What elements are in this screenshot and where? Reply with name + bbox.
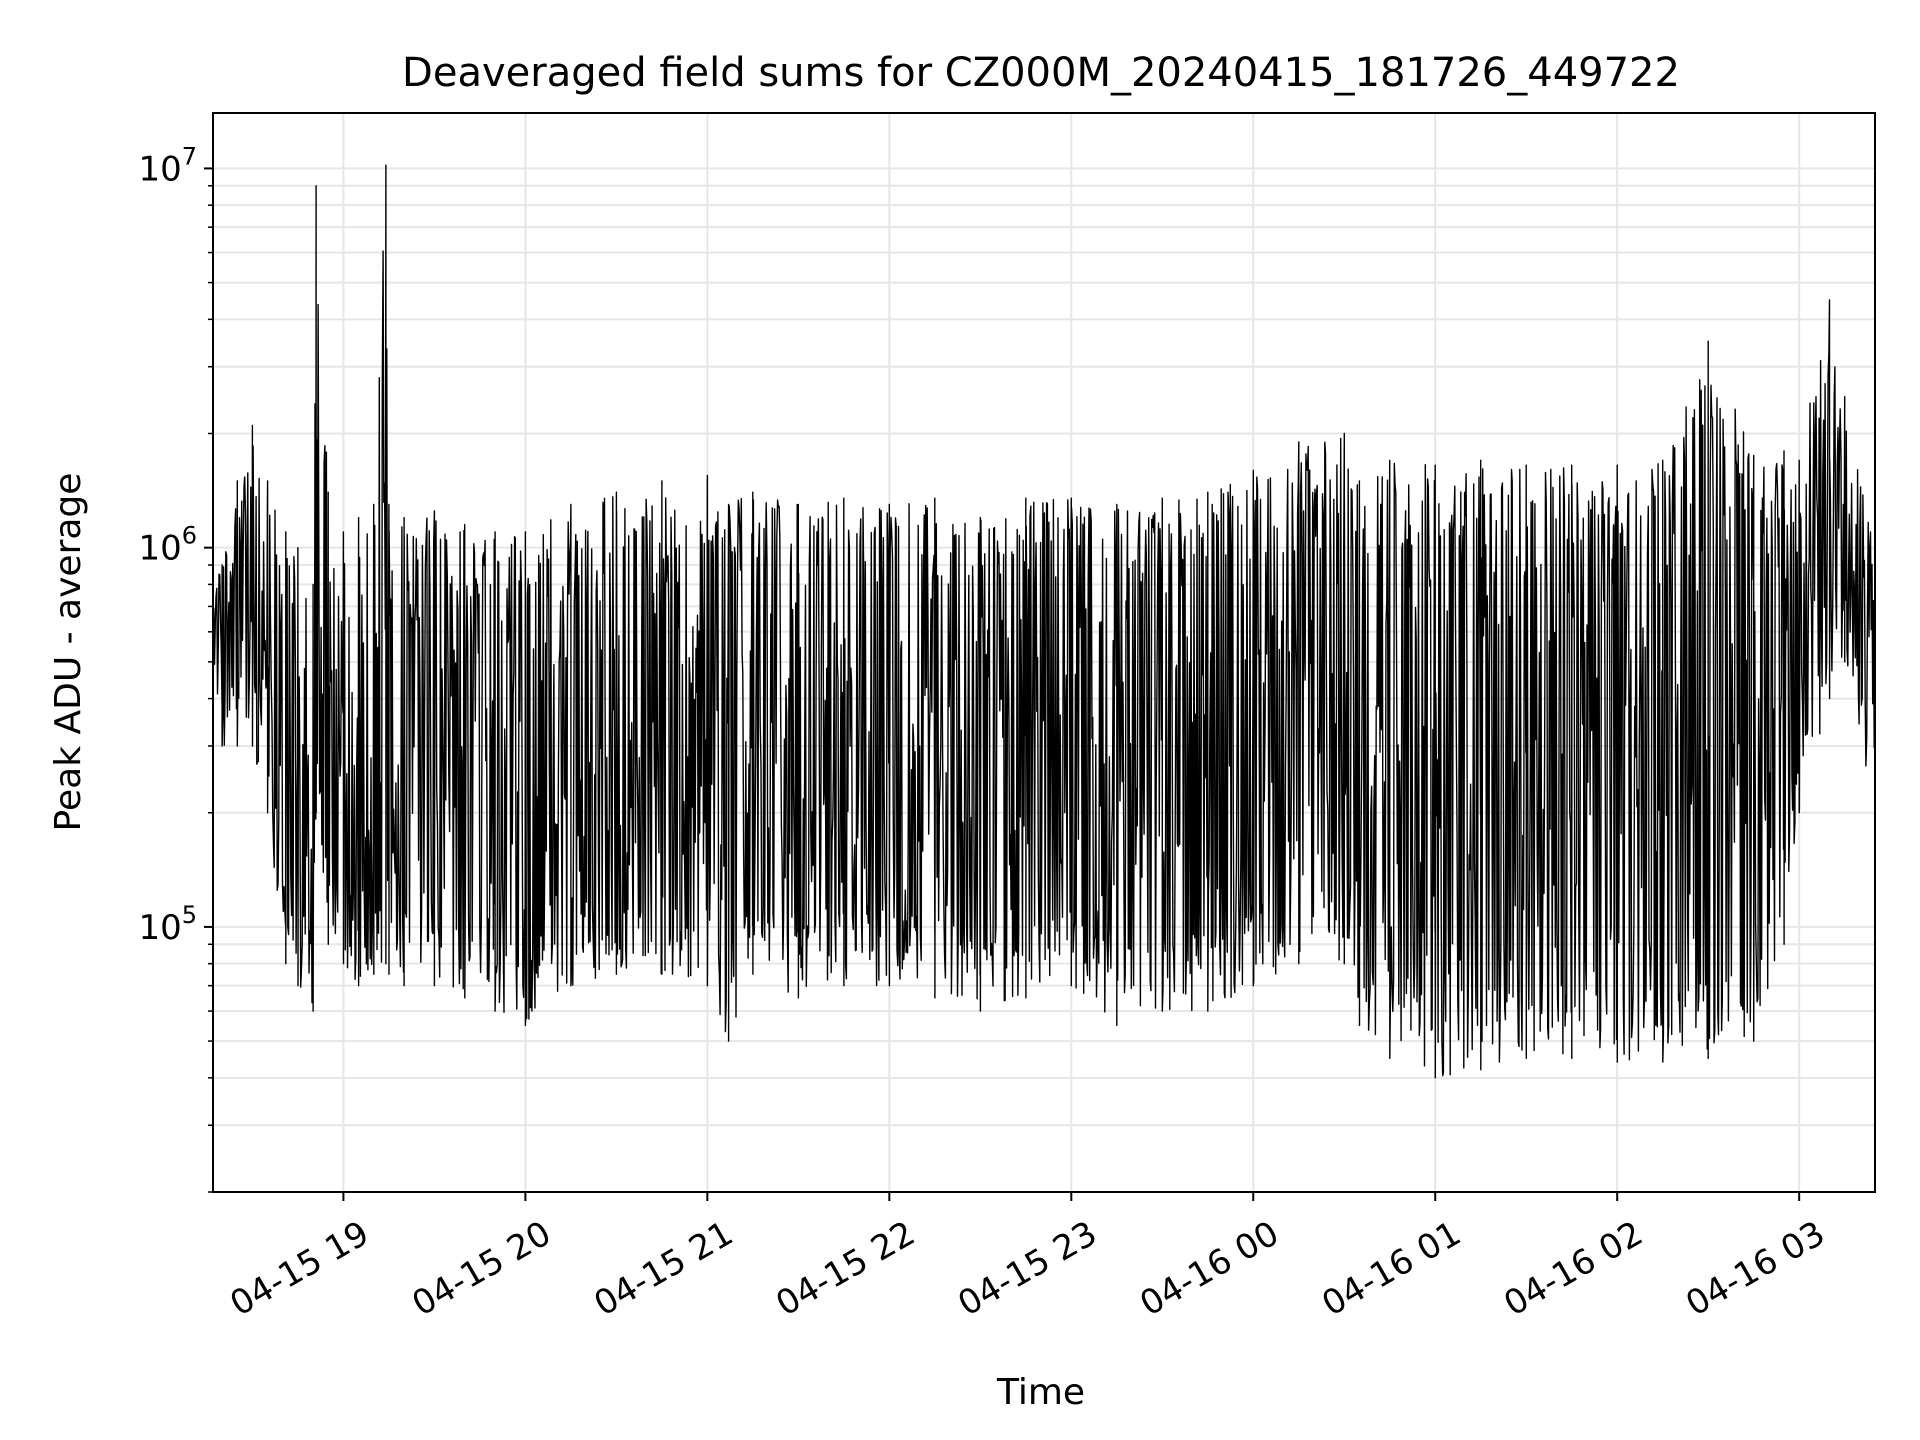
x-axis-label: Time <box>996 1372 1085 1413</box>
plot-area <box>212 164 1876 1079</box>
y-tick-label: 107 <box>138 142 197 189</box>
series-line <box>212 164 1876 1079</box>
y-tick-label-base: 10 <box>138 149 181 189</box>
y-tick-label-exponent: 7 <box>182 142 197 170</box>
y-tick-label-base: 10 <box>138 529 181 569</box>
plot-frame <box>212 112 1876 1193</box>
y-axis-label: Peak ADU - average <box>48 473 89 832</box>
y-tick-label-exponent: 5 <box>182 901 197 929</box>
chart-title: Deaveraged field sums for CZ000M_2024041… <box>402 50 1680 96</box>
y-tick-label-base: 10 <box>138 908 181 948</box>
y-tick-label: 106 <box>138 522 197 569</box>
y-tick-label: 105 <box>138 901 197 948</box>
y-tick-label-exponent: 6 <box>182 522 197 550</box>
